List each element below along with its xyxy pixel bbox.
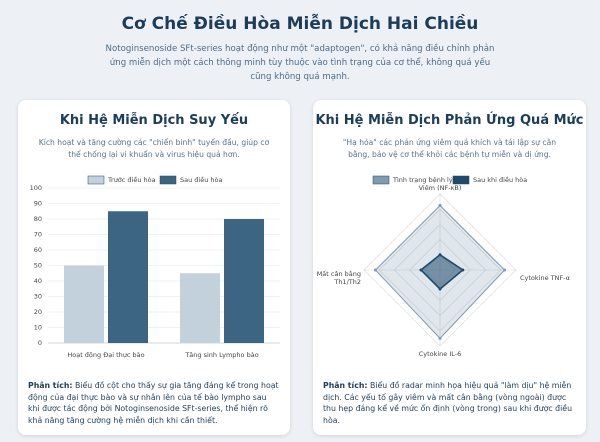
chart: Trước điều hòa Sau điều hòa 0 10 20 30 40 50 60 7… — [30, 175, 280, 359]
analysis-label: Phân tích: — [28, 381, 73, 390]
legend-swatch — [159, 175, 177, 185]
y-tick-label: 60 — [34, 246, 42, 254]
legend-label: Sau điều hòa — [180, 176, 223, 184]
bar — [108, 211, 148, 343]
y-tick-label: 50 — [34, 262, 42, 270]
y-tick-label: 80 — [34, 215, 42, 223]
y-tick-label: 90 — [34, 200, 42, 208]
analysis: Phân tích: Biểu đồ cột cho thấy sự gia t… — [28, 380, 280, 426]
axis-label: Viêm (NF-κB) — [419, 184, 462, 192]
analysis-text: Biểu đồ cột cho thấy sự gia tăng đáng kể… — [28, 381, 279, 425]
legend-swatch — [87, 175, 105, 185]
page-title: Cơ Chế Điều Hòa Miễn Dịch Hai Chiều — [121, 14, 479, 34]
analysis: Phân tích: Biểu đồ radar minh họa hiệu q… — [323, 380, 576, 426]
card-title: Khi Hệ Miễn Dịch Phản Ứng Quá Mức — [315, 113, 584, 128]
y-tick-label: 70 — [34, 231, 42, 239]
x-tick-label: Tăng sinh Lympho bào — [185, 351, 259, 359]
chart: Tình trạng bệnh lý Sau khi điều hòa Viêm (… — [316, 175, 570, 358]
legend-swatch — [372, 175, 390, 185]
card: Khi Hệ Miễn Dịch Phản Ứng Quá Mức "Hạ hỏ… — [313, 100, 586, 435]
radar-point — [373, 268, 377, 272]
bar — [224, 219, 264, 343]
bar — [180, 273, 220, 343]
y-tick-label: 30 — [34, 293, 42, 301]
card-description: Kích hoạt và tăng cường các "chiến binh"… — [38, 138, 270, 159]
axis-label: Cytokine TNF-α — [520, 274, 570, 282]
legend-label: Tình trạng bệnh lý — [392, 176, 453, 184]
radar-point — [503, 268, 507, 272]
page-subtitle: Notoginsenoside SFt-series hoạt động như… — [105, 44, 495, 82]
y-tick-label: 0 — [38, 339, 42, 347]
y-tick-label: 10 — [34, 324, 42, 332]
radar-point — [438, 203, 442, 207]
y-tick-label: 40 — [34, 277, 42, 285]
card-description: "Hạ hỏa" các phản ứng viêm quá khích và … — [342, 138, 557, 159]
x-tick-label-box: Hoạt động Đại thực bào — [67, 351, 145, 359]
analysis-text: Biểu đồ radar minh họa hiệu quả "làm dịu… — [323, 381, 573, 425]
y-tick-label: 100 — [30, 184, 42, 192]
legend-label: Sau khi điều hòa — [473, 176, 527, 184]
legend-swatch — [452, 175, 470, 185]
axis-label: Mất cân bằng Th1/Th2 — [316, 270, 361, 286]
card-title: Khi Hệ Miễn Dịch Suy Yếu — [59, 113, 249, 128]
radar-point — [461, 268, 465, 272]
radar-point — [438, 336, 442, 340]
y-tick-label: 20 — [34, 308, 42, 316]
legend-label: Trước điều hòa — [107, 176, 156, 184]
radar-point — [438, 253, 442, 257]
analysis-label: Phân tích: — [323, 381, 368, 390]
card: Khi Hệ Miễn Dịch Suy Yếu Kích hoạt và tă… — [18, 100, 290, 435]
radar-point — [438, 287, 442, 291]
axis-label-box: Mất cân bằng Th1/Th2 — [316, 270, 361, 286]
x-tick-label: Hoạt động Đại thực bào — [67, 351, 145, 359]
x-tick-label-box: Tăng sinh Lympho bào — [185, 351, 259, 359]
axis-label: Cytokine IL-6 — [419, 350, 462, 358]
radar-point — [419, 268, 423, 272]
bar — [64, 265, 104, 343]
